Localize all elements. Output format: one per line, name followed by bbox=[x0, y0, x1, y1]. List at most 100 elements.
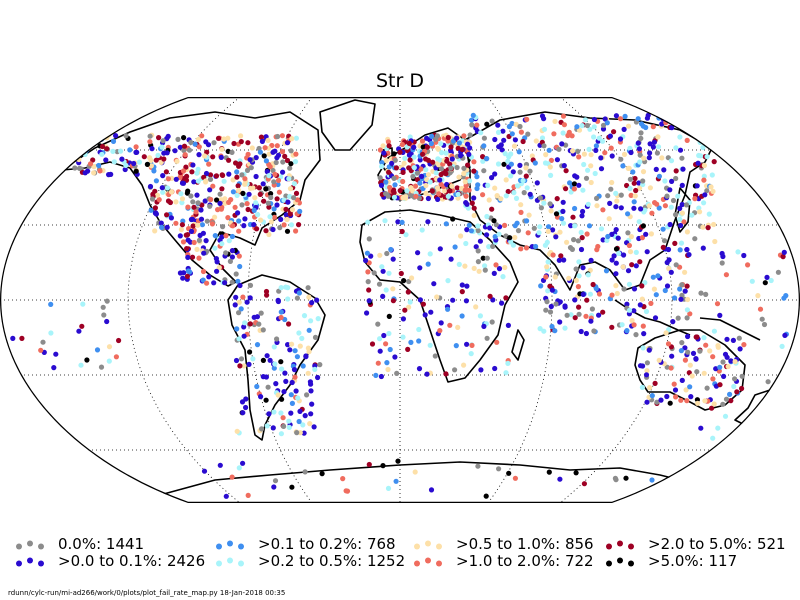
station-marker bbox=[694, 334, 700, 340]
station-marker bbox=[608, 186, 614, 192]
station-marker bbox=[291, 181, 297, 187]
station-marker bbox=[663, 114, 669, 120]
station-marker bbox=[626, 307, 633, 313]
station-marker bbox=[588, 257, 594, 263]
station-marker bbox=[344, 488, 351, 494]
station-marker bbox=[286, 418, 292, 424]
station-marker bbox=[262, 145, 268, 151]
station-marker bbox=[423, 190, 429, 196]
station-marker bbox=[386, 270, 392, 276]
station-marker bbox=[480, 158, 486, 164]
station-marker bbox=[532, 160, 538, 166]
station-marker bbox=[537, 195, 544, 201]
station-marker bbox=[233, 160, 239, 166]
station-marker bbox=[548, 157, 555, 163]
station-marker bbox=[420, 144, 426, 150]
station-marker bbox=[590, 281, 596, 288]
station-marker bbox=[459, 146, 465, 153]
station-marker bbox=[413, 193, 419, 199]
station-marker bbox=[492, 234, 498, 240]
station-marker bbox=[644, 399, 650, 405]
station-marker bbox=[229, 279, 235, 285]
station-marker bbox=[730, 337, 737, 343]
station-marker bbox=[501, 137, 507, 143]
station-marker bbox=[133, 149, 139, 155]
station-marker bbox=[156, 197, 162, 203]
station-marker bbox=[672, 387, 679, 393]
station-marker bbox=[379, 163, 385, 170]
station-marker bbox=[575, 148, 581, 154]
station-marker bbox=[436, 162, 442, 168]
station-marker bbox=[256, 185, 262, 191]
station-marker bbox=[594, 203, 600, 209]
station-marker bbox=[194, 170, 200, 176]
station-marker bbox=[698, 425, 704, 431]
station-marker bbox=[552, 118, 558, 124]
station-marker bbox=[518, 246, 524, 252]
station-marker bbox=[687, 384, 693, 390]
station-marker bbox=[439, 150, 445, 156]
station-marker bbox=[511, 143, 518, 149]
station-marker bbox=[582, 117, 589, 123]
station-marker bbox=[685, 333, 691, 340]
station-marker bbox=[104, 146, 110, 152]
station-marker bbox=[669, 178, 675, 184]
station-marker bbox=[491, 270, 497, 276]
legend-dot bbox=[227, 540, 233, 546]
station-marker bbox=[644, 249, 650, 255]
station-marker bbox=[580, 187, 586, 193]
legend-entry: >0.5 to 1.0%: 856 bbox=[412, 536, 594, 553]
station-marker bbox=[641, 331, 647, 337]
station-marker bbox=[703, 342, 709, 348]
station-marker bbox=[48, 330, 54, 336]
station-marker bbox=[172, 148, 178, 154]
station-marker bbox=[484, 121, 490, 127]
station-marker bbox=[434, 185, 440, 191]
station-marker bbox=[265, 137, 271, 143]
station-marker bbox=[576, 311, 582, 317]
station-marker bbox=[420, 151, 426, 157]
station-marker bbox=[99, 151, 105, 157]
station-marker bbox=[253, 200, 259, 206]
station-marker bbox=[275, 177, 282, 183]
station-marker bbox=[520, 138, 526, 145]
station-marker bbox=[164, 185, 171, 191]
station-marker bbox=[684, 247, 690, 253]
station-marker bbox=[621, 252, 627, 258]
station-marker bbox=[625, 230, 631, 236]
legend-label-2: >0.1 to 0.2%: 768 bbox=[258, 535, 396, 553]
station-marker bbox=[475, 463, 481, 469]
station-marker bbox=[275, 392, 281, 398]
station-marker bbox=[712, 238, 718, 245]
station-marker bbox=[211, 140, 217, 146]
station-marker bbox=[627, 185, 633, 192]
station-marker bbox=[467, 178, 473, 184]
station-marker bbox=[583, 175, 590, 181]
station-marker bbox=[668, 269, 674, 275]
station-marker bbox=[568, 223, 574, 229]
station-marker bbox=[484, 255, 490, 261]
station-marker bbox=[365, 269, 371, 275]
station-marker bbox=[82, 138, 88, 144]
station-marker bbox=[245, 206, 251, 213]
station-marker bbox=[759, 316, 765, 322]
station-marker bbox=[188, 193, 194, 199]
station-marker bbox=[588, 318, 594, 324]
station-marker bbox=[553, 211, 560, 217]
station-marker bbox=[466, 222, 472, 228]
station-marker bbox=[654, 399, 660, 405]
station-marker bbox=[512, 475, 519, 481]
station-marker bbox=[247, 185, 254, 191]
station-marker bbox=[678, 397, 684, 403]
station-marker bbox=[562, 325, 568, 331]
station-marker bbox=[397, 188, 403, 194]
station-marker bbox=[392, 182, 398, 188]
station-marker bbox=[234, 169, 240, 175]
station-marker bbox=[640, 345, 646, 351]
station-marker bbox=[646, 155, 652, 161]
station-marker bbox=[187, 239, 193, 245]
station-marker bbox=[480, 192, 486, 198]
legend-dot bbox=[628, 543, 634, 549]
station-marker bbox=[90, 157, 96, 163]
station-marker bbox=[393, 165, 399, 171]
